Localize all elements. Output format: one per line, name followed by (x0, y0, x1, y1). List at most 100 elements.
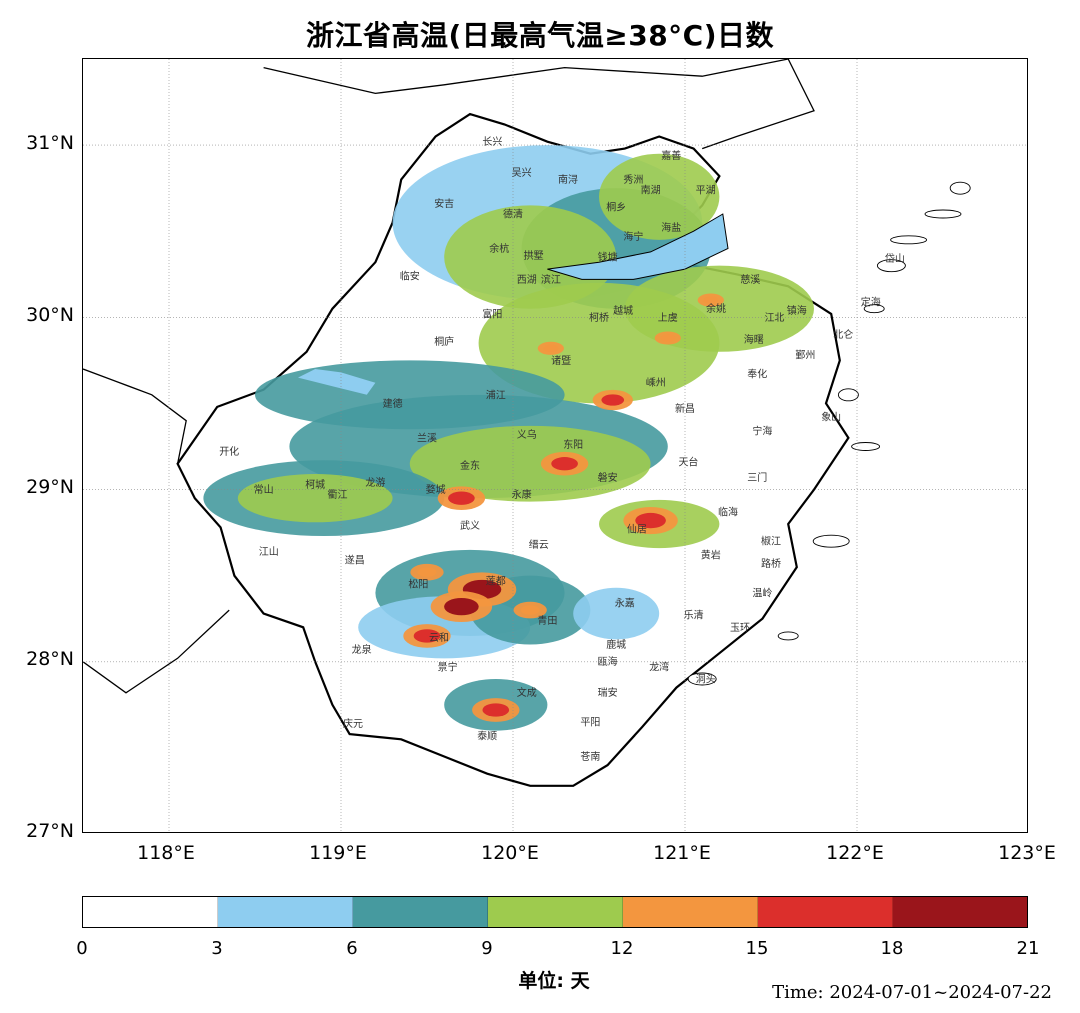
city-label-0: 长兴 (482, 136, 502, 148)
city-label-67: 乐清 (684, 609, 704, 622)
city-label-20: 柯桥 (589, 311, 609, 324)
city-label-32: 诸暨 (551, 355, 571, 367)
city-label-70: 云和 (429, 632, 449, 644)
colorbar-tick-9: 9 (481, 938, 493, 959)
island-2 (890, 235, 928, 245)
colorbar-segment-5 (758, 897, 893, 927)
city-label-19: 富阳 (482, 307, 502, 320)
jiangsu-shanghai-border (263, 59, 815, 150)
jiangxi-border (83, 609, 230, 694)
hotspot-8 (543, 344, 559, 353)
city-label-15: 临安 (400, 269, 420, 282)
city-label-22: 上虞 (658, 311, 678, 324)
lat-label-30: 30°N (26, 304, 74, 326)
city-label-58: 椒江 (761, 535, 781, 548)
colorbar-tick-3: 3 (211, 938, 223, 959)
city-label-74: 龙湾 (649, 660, 669, 673)
city-label-77: 文成 (517, 686, 537, 699)
city-label-64: 松阳 (408, 578, 428, 591)
map-title: 浙江省高温(日最高气温≥38°C)日数 (305, 19, 775, 52)
colorbar-tick-15: 15 (745, 938, 769, 959)
hotspot-11 (520, 605, 540, 615)
colorbar-segment-6 (893, 897, 1027, 927)
city-label-68: 青田 (537, 614, 557, 627)
city-label-2: 南浔 (558, 173, 578, 186)
island-5 (812, 534, 850, 548)
city-label-59: 黄岩 (701, 548, 721, 561)
city-label-16: 西湖 (517, 274, 537, 286)
heat-band-10 (237, 474, 393, 523)
colorbar-segment-1 (218, 897, 353, 927)
city-label-62: 路桥 (761, 557, 781, 570)
city-label-6: 平湖 (696, 184, 716, 196)
city-label-78: 瑞安 (598, 686, 618, 699)
city-label-73: 瓯海 (598, 655, 618, 668)
city-label-25: 镇海 (787, 304, 807, 317)
city-label-53: 永康 (512, 488, 532, 501)
island-4 (851, 442, 881, 451)
city-label-34: 奉化 (747, 368, 767, 381)
city-label-21: 越城 (613, 304, 633, 317)
city-label-79: 庆元 (343, 717, 363, 730)
city-label-9: 桐乡 (606, 201, 626, 214)
lat-label-27: 27°N (26, 820, 74, 842)
city-label-1: 吴兴 (512, 167, 532, 179)
hotspot-5 (601, 394, 625, 406)
city-label-49: 柯城 (305, 478, 325, 491)
hotspot-1 (444, 598, 479, 616)
island-8 (924, 209, 962, 219)
city-label-65: 永嘉 (615, 597, 635, 610)
city-label-56: 仙居 (627, 523, 647, 536)
city-label-41: 义乌 (517, 428, 537, 441)
city-label-23: 余姚 (706, 302, 726, 315)
city-label-75: 洞头 (696, 673, 716, 685)
city-label-63: 莲都 (486, 575, 506, 587)
map-panel: 长兴 吴兴 南浔 秀洲 嘉善 南湖 平湖 安吉 德清 桐乡 海盐 海宁 余杭 拱墅 钱塘 临安 西湖 滨江 慈溪 富阳… (82, 58, 1028, 833)
colorbar-tick-12: 12 (610, 938, 634, 959)
lat-label-29: 29°N (26, 476, 74, 498)
city-label-42: 东阳 (563, 438, 583, 451)
colorbar-tick-21: 21 (1016, 938, 1040, 959)
city-label-72: 龙泉 (352, 643, 372, 656)
hotspot-10 (703, 296, 719, 304)
city-label-17: 滨江 (541, 273, 561, 286)
hotspot-7 (413, 629, 441, 643)
lon-label-118: 118°E (137, 842, 195, 864)
colorbar (82, 896, 1028, 928)
city-label-5: 南湖 (641, 183, 661, 196)
city-label-18: 慈溪 (740, 273, 760, 286)
city-label-3: 秀洲 (623, 174, 643, 186)
lon-label-122: 122°E (826, 842, 884, 864)
colorbar-tick-6: 6 (346, 938, 358, 959)
heat-band-16 (573, 587, 660, 640)
city-label-50: 衢江 (328, 489, 348, 501)
heat-band-3 (599, 153, 720, 240)
city-label-51: 龙游 (365, 476, 385, 489)
lat-label-31: 31°N (26, 132, 74, 154)
lon-label-119: 119°E (309, 842, 367, 864)
lon-label-121: 121°E (653, 842, 711, 864)
city-label-28: 北仑 (833, 328, 853, 341)
hotspot-3 (448, 491, 475, 505)
city-label-55: 武义 (460, 519, 480, 532)
lon-label-123: 123°E (998, 842, 1056, 864)
city-label-36: 浦江 (486, 388, 506, 401)
city-label-27: 岱山 (885, 252, 905, 265)
time-range-label: Time: 2024-07-01~2024-07-22 (772, 982, 1052, 1003)
city-label-8: 德清 (503, 207, 523, 220)
colorbar-tick-18: 18 (880, 938, 904, 959)
city-label-11: 海宁 (623, 230, 643, 243)
city-label-47: 磐安 (598, 471, 618, 484)
hotspot-6 (482, 703, 510, 717)
colorbar-segment-4 (623, 897, 758, 927)
city-label-35: 建德 (383, 397, 403, 410)
island-7 (687, 672, 717, 686)
hotspot-12 (417, 567, 437, 577)
island-1 (876, 259, 906, 273)
city-label-80: 平阳 (580, 717, 600, 729)
hangzhou-bay (547, 213, 729, 280)
heat-band-2 (444, 205, 617, 309)
city-label-14: 钱塘 (598, 251, 618, 264)
colorbar-segment-2 (353, 897, 488, 927)
heat-band-8 (409, 425, 651, 502)
